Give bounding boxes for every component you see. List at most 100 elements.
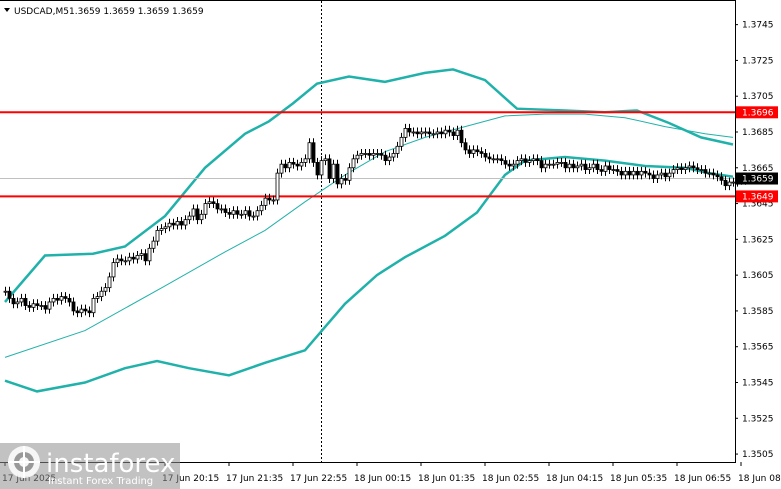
candle-body xyxy=(431,133,436,136)
y-tick-label: 1.3505 xyxy=(742,450,774,460)
candle-body xyxy=(7,290,12,299)
candle xyxy=(247,206,252,221)
candle-body xyxy=(559,162,564,164)
candle-body xyxy=(191,208,196,217)
candle xyxy=(207,197,212,209)
candle xyxy=(619,166,624,180)
candle-body xyxy=(695,167,700,170)
candle xyxy=(695,163,700,175)
candle xyxy=(535,154,540,166)
candle xyxy=(371,148,376,160)
candle-body xyxy=(407,128,412,133)
candle-body xyxy=(251,215,256,218)
candle xyxy=(119,254,124,266)
candle xyxy=(531,154,536,166)
candle xyxy=(111,258,116,282)
candle-body xyxy=(371,153,376,156)
candle xyxy=(159,224,164,235)
candle xyxy=(555,157,560,169)
candle xyxy=(607,161,612,175)
candle-body xyxy=(479,151,484,154)
candle-body xyxy=(163,226,168,230)
candle xyxy=(103,283,108,296)
candle xyxy=(83,304,88,316)
candle-body xyxy=(175,221,180,226)
candle xyxy=(383,150,388,166)
candle-body xyxy=(267,197,272,201)
candle xyxy=(283,159,288,173)
candle xyxy=(91,293,96,318)
candle-body xyxy=(131,256,136,260)
candle-body xyxy=(171,222,176,226)
candle xyxy=(363,148,368,158)
candle xyxy=(519,154,524,166)
candle-body xyxy=(471,149,476,154)
candle xyxy=(387,152,392,166)
candle-body xyxy=(307,142,312,160)
candle-body xyxy=(547,163,552,166)
candle xyxy=(331,159,336,183)
candle xyxy=(635,166,640,180)
candle xyxy=(267,193,272,205)
candle xyxy=(375,148,380,158)
candle-body xyxy=(219,208,224,211)
x-tick-label: 18 Jun 06:55 xyxy=(674,474,731,484)
candle xyxy=(327,154,332,183)
candle xyxy=(311,138,316,167)
candle xyxy=(303,154,308,167)
candle xyxy=(491,154,496,164)
y-tick-label: 1.3545 xyxy=(742,378,774,388)
candle-body xyxy=(359,153,364,156)
candle-body xyxy=(627,170,632,176)
candle xyxy=(511,159,516,171)
candle-body xyxy=(143,253,148,262)
candle-body xyxy=(35,303,40,306)
candle xyxy=(243,206,248,219)
candle xyxy=(191,204,196,221)
candle xyxy=(579,159,584,171)
candle xyxy=(79,304,84,318)
candle xyxy=(143,249,148,266)
candle xyxy=(583,159,588,175)
candle-body xyxy=(487,156,492,160)
candle xyxy=(187,211,192,225)
candle-body xyxy=(15,301,20,305)
candle-body xyxy=(31,303,36,308)
candle-body xyxy=(591,163,596,169)
candle xyxy=(43,301,48,314)
candle-body xyxy=(503,160,508,165)
candle xyxy=(487,152,492,164)
candle-body xyxy=(351,158,356,169)
candle xyxy=(423,127,428,137)
collapse-triangle-icon[interactable] xyxy=(4,8,10,12)
candle xyxy=(691,161,696,173)
candle-body xyxy=(519,158,524,162)
candle xyxy=(627,166,632,180)
candle xyxy=(107,272,112,293)
candle-body xyxy=(687,165,692,169)
candle-body xyxy=(211,201,216,204)
candle xyxy=(215,199,220,214)
candle-body xyxy=(115,258,120,264)
candle xyxy=(235,206,240,219)
candle xyxy=(459,125,464,148)
candle-body xyxy=(711,172,716,176)
candle-body xyxy=(299,162,304,167)
x-tick-label: 18 Jun 08:15 xyxy=(738,474,781,484)
candle-body xyxy=(615,169,620,172)
candle-body xyxy=(451,131,456,136)
candle-body xyxy=(339,178,344,185)
candle xyxy=(359,148,364,160)
candle-body xyxy=(51,297,56,303)
candle-body xyxy=(223,208,228,213)
candle xyxy=(199,209,204,225)
candle xyxy=(395,141,400,158)
candle-body xyxy=(127,256,132,262)
candle-body xyxy=(555,162,560,165)
candle xyxy=(643,166,648,178)
candle-body xyxy=(187,215,192,221)
candle xyxy=(603,161,608,176)
candle xyxy=(239,209,244,219)
candle-body xyxy=(607,165,612,170)
